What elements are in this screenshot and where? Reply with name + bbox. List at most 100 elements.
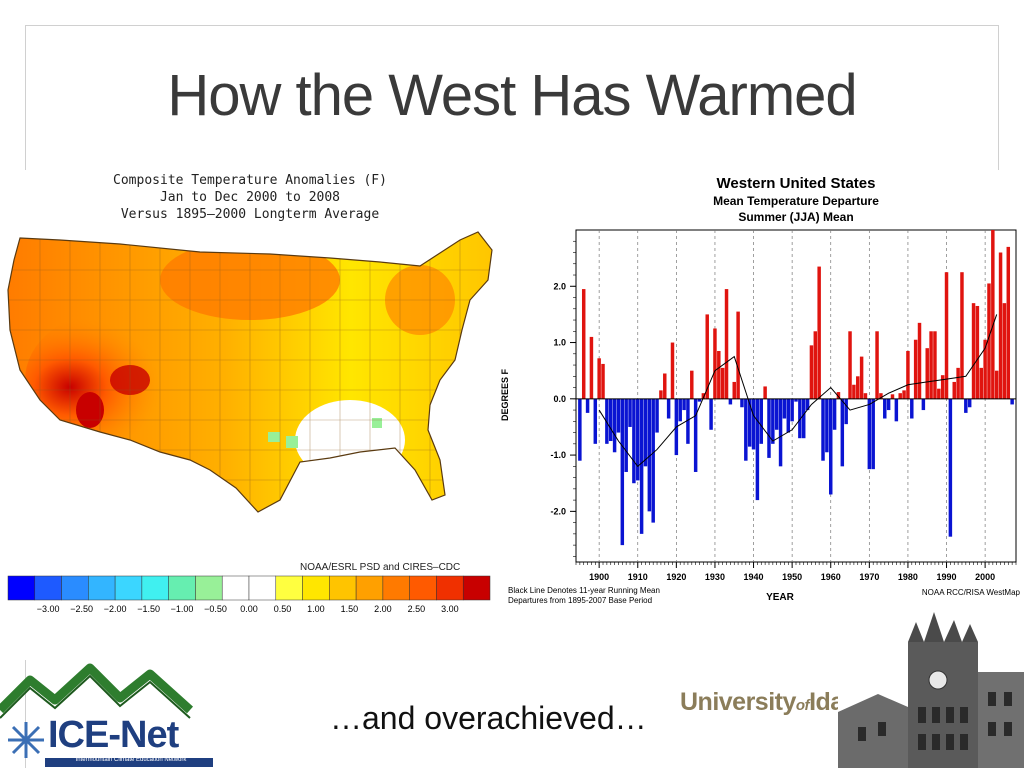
data-bar (643, 398, 648, 467)
data-bar (597, 358, 601, 399)
data-bar (929, 331, 933, 399)
colorbar-swatch (409, 575, 437, 601)
chart-note-left-2: Departures from 1895-2007 Base Period (508, 596, 652, 605)
data-bar (647, 398, 652, 512)
data-bar (693, 398, 698, 472)
x-tick-label: 1900 (589, 572, 609, 582)
chart-note-right: NOAA RCC/RISA WestMap (922, 588, 1021, 597)
y-tick-label: -1.0 (550, 450, 566, 460)
x-tick-label: 1960 (821, 572, 841, 582)
colorbar-tick-label: 1.00 (307, 604, 325, 614)
data-bar (840, 398, 845, 467)
university-logo-of: of (795, 697, 810, 714)
data-bar (624, 398, 628, 472)
y-tick-label: 0.0 (553, 394, 566, 404)
y-tick-label: -2.0 (550, 506, 566, 516)
data-bar (805, 398, 810, 411)
data-bar (578, 398, 582, 461)
colorbar-swatch (221, 575, 250, 601)
map-title: Composite Temperature Anomalies (F) Jan … (40, 172, 460, 223)
chart-subtitle-1: Mean Temperature Departure (713, 194, 879, 208)
data-bar (732, 381, 736, 399)
data-bar (940, 375, 945, 399)
data-bar (678, 398, 682, 422)
data-bar (991, 230, 995, 399)
data-bar (744, 398, 748, 461)
data-bar (967, 398, 972, 408)
colorbar-tick-label: 0.00 (240, 604, 258, 614)
x-tick-label: 1920 (666, 572, 686, 582)
colorbar-swatch (302, 575, 330, 601)
data-bar (902, 390, 906, 399)
data-bar (894, 398, 899, 422)
chart-note-left-1: Black Line Denotes 11-year Running Mean (508, 586, 660, 595)
administration-building-photo (838, 612, 1024, 768)
data-bar (852, 384, 856, 399)
map-grid (8, 232, 492, 512)
colorbar-swatch (436, 575, 464, 601)
y-tick-label: 1.0 (553, 338, 566, 348)
data-bar (859, 356, 864, 399)
y-tick-label: 2.0 (553, 281, 566, 291)
data-bar (651, 398, 655, 523)
data-bar (886, 398, 891, 411)
data-bar (747, 398, 752, 447)
y-axis-label: DEGREES F (500, 368, 510, 421)
data-bar (663, 373, 667, 399)
data-bar (771, 398, 775, 444)
data-bar (964, 398, 968, 413)
data-bar (690, 370, 694, 399)
colorbar-swatch (329, 575, 357, 601)
colorbar-swatch (275, 575, 303, 601)
x-tick-label: 1930 (705, 572, 725, 582)
data-bar (975, 305, 980, 399)
data-bar (817, 266, 821, 399)
data-bar (782, 398, 787, 419)
colorbar-tick-label: 1.50 (341, 604, 359, 614)
data-bar (925, 348, 929, 399)
temperature-departure-chart: Western United States Mean Temperature D… (500, 175, 1021, 605)
data-bar (666, 398, 671, 419)
data-bar (898, 393, 902, 399)
data-bar (659, 390, 663, 399)
map-title-line-3: Versus 1895–2000 Longterm Average (120, 207, 380, 222)
chart-title: Western United States (717, 175, 876, 192)
data-bar (794, 398, 798, 402)
colorbar-swatch (114, 575, 143, 601)
data-bar (639, 398, 644, 534)
data-bar (910, 398, 914, 419)
data-bar (856, 376, 860, 399)
colorbar-swatch (7, 575, 36, 601)
colorbar-tick-label: 0.50 (274, 604, 292, 614)
colorbar-swatch (168, 575, 196, 601)
data-bar (724, 289, 729, 399)
data-bar (798, 398, 802, 439)
x-tick-label: 1910 (628, 572, 648, 582)
data-bar (713, 328, 717, 399)
data-bar (755, 398, 760, 501)
data-bar (740, 398, 744, 408)
chart-subtitle-2: Summer (JJA) Mean (738, 210, 853, 224)
data-bar (848, 331, 852, 399)
data-bar (612, 398, 617, 453)
data-bar (717, 350, 721, 399)
data-bar (609, 398, 613, 442)
data-bar (956, 367, 960, 399)
data-bar (987, 283, 991, 399)
colorbar-swatch (382, 575, 410, 601)
snowflake-icon (8, 722, 44, 758)
data-bar (686, 398, 690, 444)
data-bar (632, 398, 636, 484)
data-bar (759, 398, 763, 444)
data-bar (971, 303, 976, 399)
data-bar (763, 386, 767, 399)
data-bar (682, 398, 686, 411)
colorbar-swatch (462, 575, 491, 601)
temperature-anomaly-map-panel: Composite Temperature Anomalies (F) Jan … (0, 170, 500, 630)
slide-frame (25, 25, 999, 205)
data-bar (616, 398, 621, 433)
data-bar (979, 367, 983, 399)
data-bar (655, 398, 659, 433)
x-tick-label: 1950 (782, 572, 802, 582)
data-bar (933, 331, 937, 399)
